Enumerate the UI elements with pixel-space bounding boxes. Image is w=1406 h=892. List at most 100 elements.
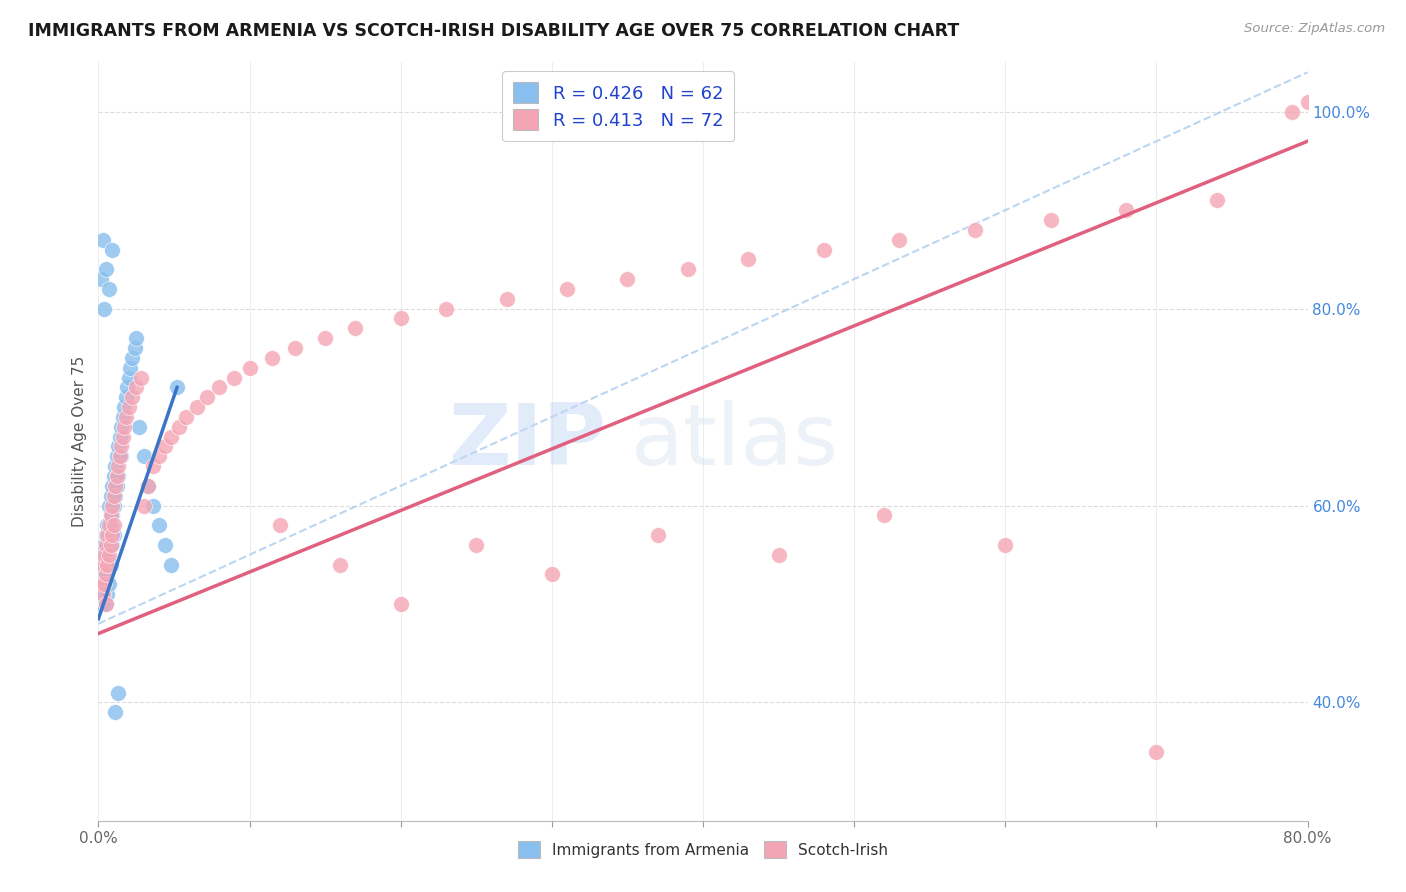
- Point: [101, 508, 124, 523]
- Point: [96, 518, 118, 533]
- Text: Source: ZipAtlas.com: Source: ZipAtlas.com: [1244, 22, 1385, 36]
- Point: [1144, 745, 1167, 759]
- Point: [98, 548, 121, 562]
- Point: [105, 469, 128, 483]
- Point: [389, 597, 412, 611]
- Point: [465, 538, 488, 552]
- Point: [129, 370, 152, 384]
- Point: [160, 558, 183, 572]
- Point: [108, 450, 131, 464]
- Point: [112, 400, 135, 414]
- Point: [107, 685, 129, 699]
- Point: [105, 450, 128, 464]
- Point: [100, 508, 122, 523]
- Point: [100, 518, 122, 533]
- Point: [96, 558, 118, 572]
- Point: [153, 538, 176, 552]
- Point: [121, 390, 143, 404]
- Point: [647, 528, 669, 542]
- Point: [93, 301, 115, 316]
- Point: [118, 400, 141, 414]
- Point: [314, 331, 336, 345]
- Point: [104, 459, 127, 474]
- Point: [96, 558, 118, 572]
- Point: [100, 558, 122, 572]
- Point: [90, 272, 112, 286]
- Point: [965, 223, 987, 237]
- Point: [994, 538, 1017, 552]
- Point: [186, 400, 208, 414]
- Point: [91, 577, 114, 591]
- Point: [125, 380, 148, 394]
- Point: [329, 558, 352, 572]
- Point: [136, 479, 159, 493]
- Point: [103, 499, 125, 513]
- Point: [89, 597, 111, 611]
- Point: [115, 380, 138, 394]
- Point: [98, 499, 121, 513]
- Point: [124, 341, 146, 355]
- Point: [344, 321, 367, 335]
- Point: [114, 390, 136, 404]
- Point: [1296, 95, 1319, 109]
- Text: IMMIGRANTS FROM ARMENIA VS SCOTCH-IRISH DISABILITY AGE OVER 75 CORRELATION CHART: IMMIGRANTS FROM ARMENIA VS SCOTCH-IRISH …: [28, 22, 959, 40]
- Point: [142, 499, 165, 513]
- Point: [93, 577, 115, 591]
- Point: [104, 489, 127, 503]
- Point: [174, 409, 197, 424]
- Point: [1206, 194, 1229, 208]
- Point: [813, 243, 835, 257]
- Point: [737, 252, 759, 267]
- Point: [96, 528, 118, 542]
- Point: [103, 489, 125, 503]
- Point: [93, 567, 115, 582]
- Point: [389, 311, 412, 326]
- Point: [889, 233, 911, 247]
- Point: [125, 331, 148, 345]
- Point: [98, 577, 121, 591]
- Point: [104, 479, 127, 493]
- Point: [118, 370, 141, 384]
- Legend: Immigrants from Armenia, Scotch-Irish: Immigrants from Armenia, Scotch-Irish: [510, 833, 896, 866]
- Point: [94, 262, 117, 277]
- Point: [195, 390, 218, 404]
- Point: [495, 292, 517, 306]
- Point: [90, 577, 112, 591]
- Point: [103, 518, 125, 533]
- Point: [105, 479, 128, 493]
- Point: [101, 538, 124, 552]
- Point: [208, 380, 231, 394]
- Point: [98, 518, 121, 533]
- Point: [91, 558, 114, 572]
- Point: [110, 440, 132, 454]
- Point: [111, 429, 134, 443]
- Point: [262, 351, 284, 365]
- Point: [94, 567, 117, 582]
- Point: [239, 360, 262, 375]
- Point: [89, 577, 111, 591]
- Point: [616, 272, 638, 286]
- Point: [98, 282, 121, 296]
- Point: [100, 538, 122, 552]
- Point: [540, 567, 562, 582]
- Point: [103, 528, 125, 542]
- Point: [94, 597, 117, 611]
- Point: [104, 706, 127, 720]
- Point: [132, 499, 155, 513]
- Point: [94, 538, 117, 552]
- Point: [676, 262, 699, 277]
- Point: [224, 370, 246, 384]
- Point: [91, 233, 114, 247]
- Point: [103, 469, 125, 483]
- Point: [94, 577, 117, 591]
- Text: ZIP: ZIP: [449, 400, 606, 483]
- Point: [96, 587, 118, 601]
- Point: [132, 450, 155, 464]
- Point: [98, 538, 121, 552]
- Point: [114, 409, 136, 424]
- Point: [1039, 213, 1062, 227]
- Point: [107, 469, 129, 483]
- Point: [101, 499, 124, 513]
- Point: [768, 548, 790, 562]
- Point: [269, 518, 291, 533]
